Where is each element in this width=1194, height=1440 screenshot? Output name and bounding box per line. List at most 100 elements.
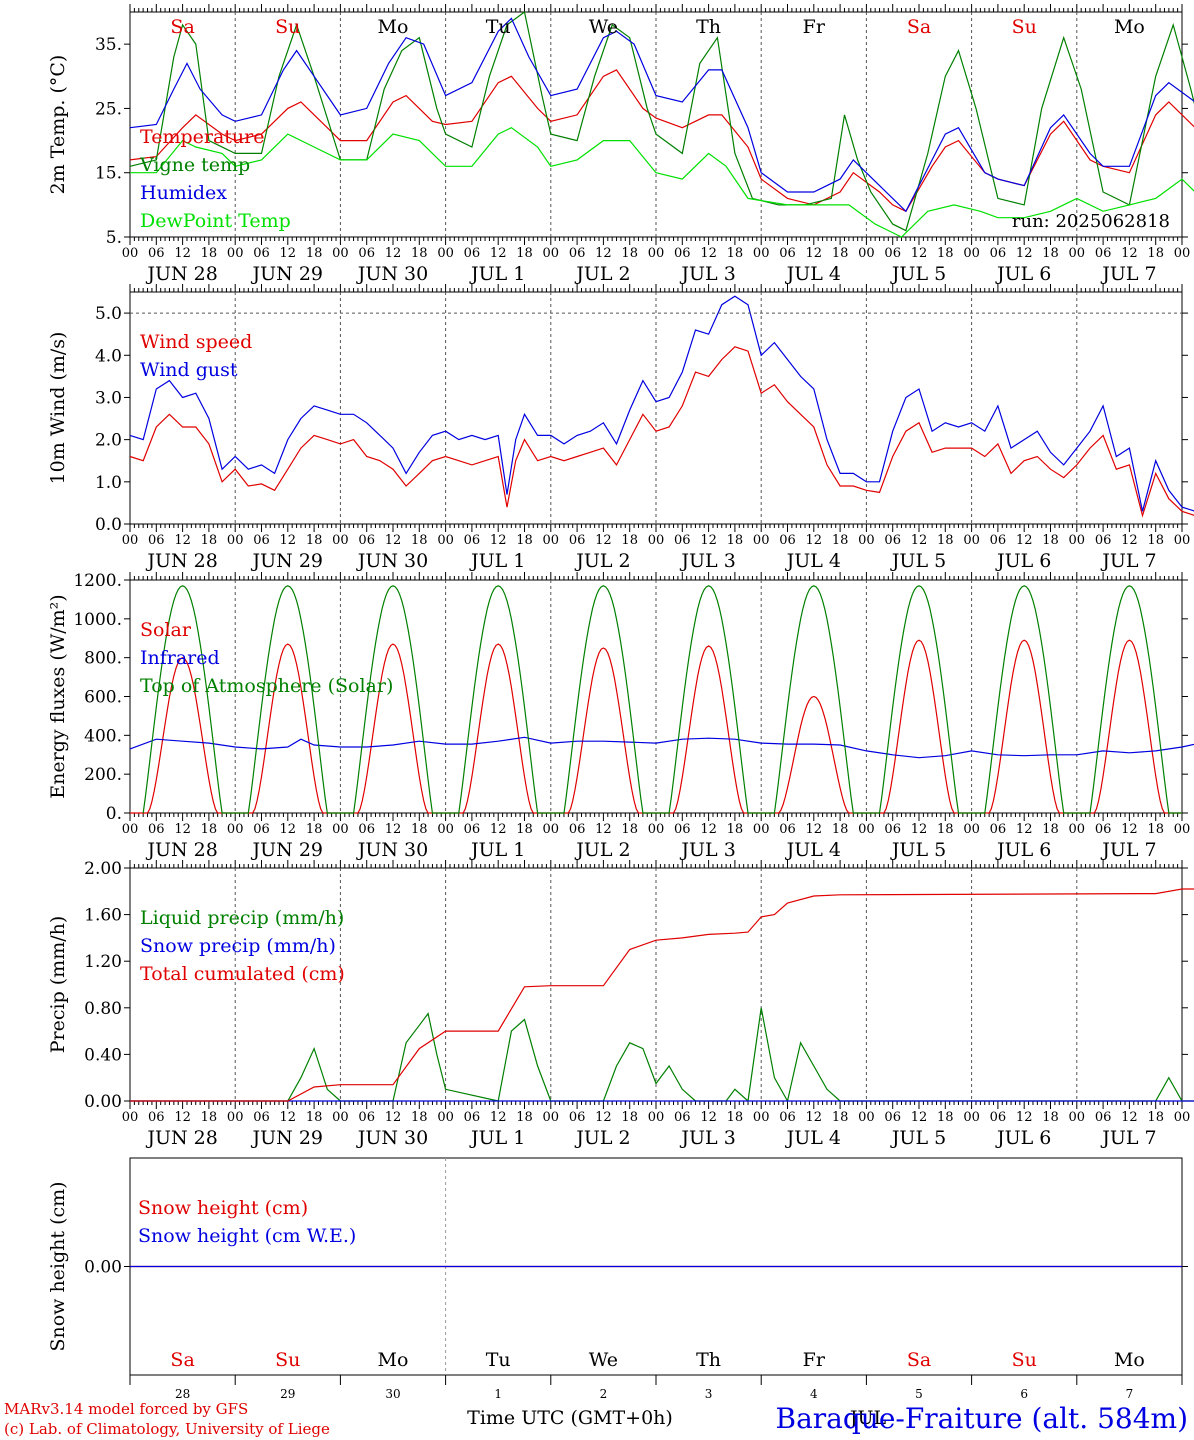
y-tick-label: 1200.	[73, 571, 122, 591]
hour-label: 18	[1147, 1110, 1164, 1125]
hour-label: 18	[201, 1110, 218, 1125]
date-label: JUL 4	[785, 263, 841, 285]
legend-entry: Solar	[140, 619, 192, 641]
day-number: 28	[175, 1387, 190, 1401]
hour-label: 18	[727, 533, 744, 548]
hour-label: 00	[963, 1110, 980, 1125]
hour-label: 06	[253, 246, 270, 261]
y-tick-label: 4.0	[95, 346, 122, 366]
y-tick-label: 0.	[106, 804, 122, 824]
weekday-label: Fr	[803, 16, 826, 38]
hour-label: 06	[674, 822, 691, 837]
hour-label: 06	[148, 1110, 165, 1125]
hour-label: 18	[1042, 1110, 1059, 1125]
hour-label: 00	[437, 1110, 454, 1125]
weekday-label: We	[589, 1349, 618, 1371]
hour-label: 12	[385, 533, 402, 548]
y-tick-label: 0.0	[95, 515, 122, 535]
day-number: 6	[1020, 1387, 1028, 1401]
y-tick-label: 5.	[106, 228, 122, 248]
day-number: 5	[915, 1387, 923, 1401]
series-line-wind-speed	[129, 346, 1194, 518]
hour-label: 18	[201, 533, 218, 548]
hour-label: 06	[148, 246, 165, 261]
date-label: JUL 4	[785, 1127, 841, 1149]
hour-label: 12	[280, 246, 297, 261]
hour-label: 18	[201, 822, 218, 837]
hour-label: 18	[937, 533, 954, 548]
hour-label: 00	[122, 1110, 139, 1125]
y-tick-label: 2.0	[95, 431, 122, 451]
month-label: JUL	[848, 1407, 887, 1429]
hour-label: 06	[990, 533, 1007, 548]
hour-label: 00	[437, 533, 454, 548]
date-label: JUL 5	[890, 839, 946, 861]
y-tick-label: 800.	[84, 649, 122, 669]
hour-label: 18	[832, 246, 849, 261]
series-line-top-of-atmosphere-solar-	[142, 585, 1182, 814]
hour-label: 18	[411, 246, 428, 261]
hour-label: 06	[1095, 246, 1112, 261]
weekday-label: Mo	[378, 16, 409, 38]
hour-label: 18	[306, 533, 323, 548]
day-number: 1	[494, 1387, 502, 1401]
weekday-label: Sa	[907, 1349, 931, 1371]
y-axis-label: 2m Temp. (°C)	[47, 55, 69, 195]
date-label: JUL 7	[1100, 1127, 1156, 1149]
hour-label: 06	[569, 822, 586, 837]
series-line-infrared	[129, 736, 1194, 759]
hour-label: 18	[621, 822, 638, 837]
hour-label: 00	[1069, 533, 1086, 548]
series-line-humidex	[129, 17, 1194, 213]
date-label: JUL 3	[679, 263, 735, 285]
date-label: JUL 4	[785, 550, 841, 572]
date-label: JUL 1	[469, 263, 525, 285]
y-tick-label: 0.40	[84, 1045, 122, 1065]
y-tick-label: 400.	[84, 726, 122, 746]
hour-label: 12	[806, 533, 823, 548]
hour-label: 06	[1095, 533, 1112, 548]
hour-label: 00	[1069, 822, 1086, 837]
hour-label: 00	[858, 246, 875, 261]
date-label: JUN 28	[145, 550, 217, 572]
hour-label: 06	[779, 822, 796, 837]
hour-label: 06	[1095, 822, 1112, 837]
hour-label: 12	[911, 822, 928, 837]
hour-label: 00	[543, 1110, 560, 1125]
hour-label: 00	[753, 246, 770, 261]
y-axis-label: 10m Wind (m/s)	[47, 332, 69, 485]
y-tick-label: 0.00	[84, 1092, 122, 1112]
legend-entry: Snow height (cm W.E.)	[138, 1225, 356, 1247]
hour-label: 00	[332, 822, 349, 837]
date-label: JUL 6	[995, 550, 1051, 572]
hour-label: 06	[358, 533, 375, 548]
y-tick-label: 600.	[84, 688, 122, 708]
y-tick-label: 1.0	[95, 473, 122, 493]
y-axis-label: Snow height (cm)	[47, 1181, 69, 1351]
hour-label: 00	[963, 822, 980, 837]
date-label: JUN 29	[251, 550, 323, 572]
hour-label: 00	[753, 533, 770, 548]
date-label: JUL 3	[679, 839, 735, 861]
day-number: 30	[385, 1387, 400, 1401]
panel-4	[124, 860, 1194, 1109]
legend-entry: Top of Atmosphere (Solar)	[140, 675, 393, 697]
weekday-label: Fr	[803, 1349, 826, 1371]
weekday-label: Su	[275, 1349, 300, 1371]
hour-label: 06	[674, 1110, 691, 1125]
date-label: JUL 7	[1100, 550, 1156, 572]
weekday-label: Th	[696, 1349, 721, 1371]
weekday-label: Sa	[170, 16, 194, 38]
hour-label: 12	[806, 1110, 823, 1125]
hour-label: 18	[1147, 246, 1164, 261]
hour-label: 12	[174, 1110, 191, 1125]
hour-label: 00	[1174, 1110, 1191, 1125]
hour-label: 00	[543, 822, 560, 837]
hour-label: 00	[963, 246, 980, 261]
day-number: 29	[280, 1387, 295, 1401]
hour-label: 12	[490, 1110, 507, 1125]
hour-label: 06	[464, 246, 481, 261]
hour-label: 12	[911, 533, 928, 548]
hour-label: 06	[674, 246, 691, 261]
hour-label: 06	[358, 246, 375, 261]
